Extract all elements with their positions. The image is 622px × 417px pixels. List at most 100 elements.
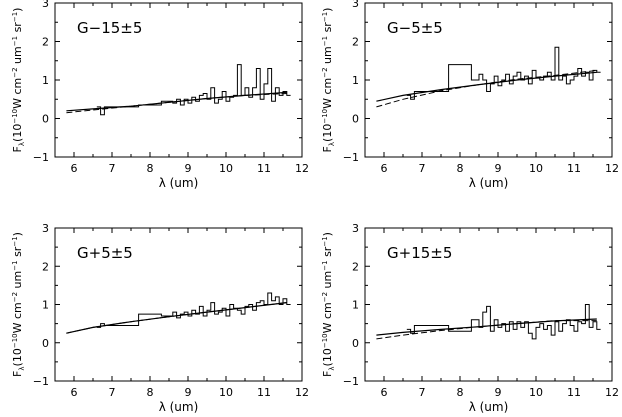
y-axis-label-part: ) [321, 8, 334, 12]
y-axis-label-part: −1 [321, 36, 329, 46]
series-dashed-line [66, 302, 287, 334]
x-tick-label: 10 [219, 386, 233, 399]
y-axis-label: Fλ(10−10W cm−2 um−1 sr−1) [321, 8, 336, 153]
y-tick-label: 1 [352, 299, 359, 312]
x-tick-label: 9 [495, 386, 502, 399]
y-axis-label-part: −10 [11, 333, 19, 348]
y-axis-label-part: (10 [11, 348, 24, 366]
y-axis-label-part: ) [321, 232, 334, 236]
y-tick-label: 3 [42, 0, 49, 10]
y-axis-label-part: F [11, 371, 24, 377]
y-axis-label-part: −2 [321, 292, 329, 302]
series-dashed-line [66, 93, 287, 114]
x-tick-label: 11 [257, 162, 271, 175]
x-tick-label: 9 [185, 162, 192, 175]
y-tick-label: 2 [42, 260, 49, 273]
y-axis-label-part: F [321, 371, 334, 377]
y-tick-label: 0 [42, 337, 49, 350]
y-axis-label-part: um [11, 46, 24, 67]
y-tick-label: 1 [42, 74, 49, 87]
x-axis-label: λ (um) [159, 176, 199, 190]
y-axis-label-part: (10 [11, 124, 24, 142]
x-tick-label: 9 [495, 162, 502, 175]
x-tick-label: 11 [567, 386, 581, 399]
series-step-line [406, 46, 601, 100]
x-tick-label: 6 [71, 386, 78, 399]
y-axis-label-part: −2 [11, 67, 19, 77]
x-tick-label: 6 [71, 162, 78, 175]
y-axis-label-part: −1 [11, 36, 19, 46]
panel-label: G−15±5 [77, 19, 142, 37]
x-tick-label: 8 [457, 162, 464, 175]
x-tick-label: 10 [219, 162, 233, 175]
y-tick-label: 0 [42, 113, 49, 126]
y-axis-label: Fλ(10−10W cm−2 um−1 sr−1) [11, 8, 26, 153]
y-axis-label-part: F [321, 146, 334, 152]
y-axis-label-part: −10 [321, 109, 329, 124]
y-axis-label-part: −2 [321, 67, 329, 77]
x-tick-label: 10 [529, 386, 543, 399]
y-axis-label-part: F [11, 146, 24, 152]
series-solid-line [376, 318, 597, 336]
x-tick-label: 7 [109, 162, 116, 175]
series-step-line [96, 64, 291, 116]
y-axis-label-part: um [321, 271, 334, 292]
y-axis-label-part: sr [11, 246, 24, 260]
y-tick-label: 2 [42, 36, 49, 49]
x-axis-label: λ (um) [159, 400, 199, 414]
x-tick-label: 9 [185, 386, 192, 399]
x-tick-label: 11 [567, 162, 581, 175]
y-axis-label-part: W cm [321, 78, 334, 109]
y-axis-label-part: sr [11, 22, 24, 36]
y-axis-label-part: W cm [11, 78, 24, 109]
y-tick-label: −1 [343, 151, 359, 164]
y-axis-label-part: sr [321, 22, 334, 36]
x-tick-label: 8 [147, 162, 154, 175]
y-tick-label: 0 [352, 337, 359, 350]
series-solid-line [376, 71, 597, 102]
y-tick-label: 1 [42, 299, 49, 312]
y-tick-label: 3 [352, 222, 359, 235]
y-tick-label: 0 [352, 113, 359, 126]
panel-label: G+5±5 [77, 244, 133, 262]
y-axis-label-part: (10 [321, 124, 334, 142]
y-axis-label-part: −1 [321, 260, 329, 270]
x-tick-label: 8 [147, 386, 154, 399]
x-axis-label: λ (um) [469, 400, 509, 414]
y-axis-label-part: λ [328, 366, 336, 370]
y-axis-label-part: W cm [11, 302, 24, 333]
y-tick-label: −1 [33, 151, 49, 164]
y-axis-label-part: W cm [321, 302, 334, 333]
y-axis-label-part: (10 [321, 348, 334, 366]
y-tick-label: 3 [352, 0, 359, 10]
y-axis-label-part: −1 [11, 236, 19, 246]
x-tick-label: 8 [457, 386, 464, 399]
x-tick-label: 6 [381, 162, 388, 175]
x-tick-label: 7 [109, 386, 116, 399]
x-tick-label: 12 [295, 162, 309, 175]
y-tick-label: 1 [352, 74, 359, 87]
series-step-line [406, 304, 601, 340]
y-tick-label: −1 [33, 375, 49, 388]
y-axis-label: Fλ(10−10W cm−2 um−1 sr−1) [321, 232, 336, 377]
y-axis-label-part: −1 [11, 260, 19, 270]
x-tick-label: 7 [419, 162, 426, 175]
y-axis-label-part: −1 [11, 12, 19, 22]
x-tick-label: 12 [295, 386, 309, 399]
y-tick-label: 3 [42, 222, 49, 235]
x-tick-label: 7 [419, 386, 426, 399]
panel-label: G+15±5 [387, 244, 452, 262]
y-tick-label: −1 [343, 375, 359, 388]
y-axis-label: Fλ(10−10W cm−2 um−1 sr−1) [11, 232, 26, 377]
y-axis-label-part: −10 [11, 109, 19, 124]
y-axis-label-part: λ [328, 142, 336, 146]
x-tick-label: 12 [605, 162, 619, 175]
series-dashed-line [376, 69, 597, 108]
x-tick-label: 6 [381, 386, 388, 399]
y-axis-label-part: −1 [321, 12, 329, 22]
